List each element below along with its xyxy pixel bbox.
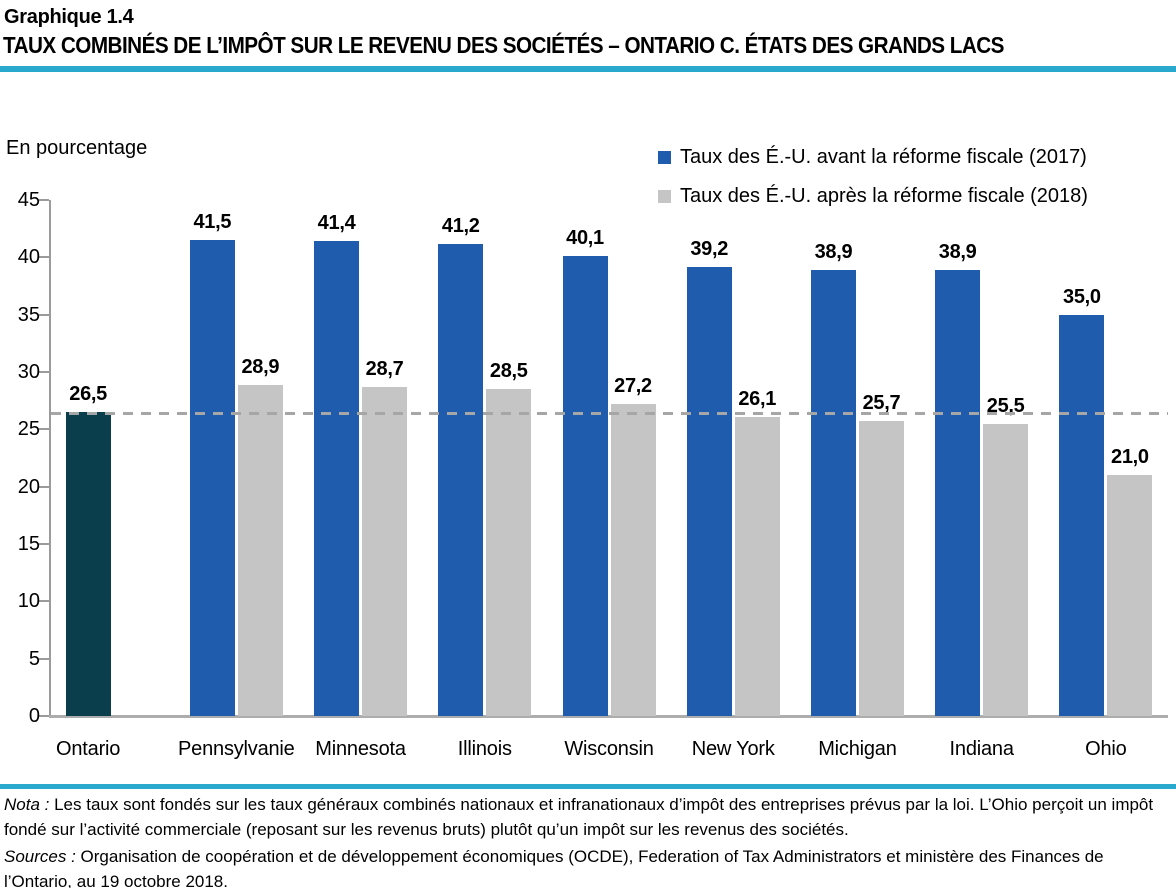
x-axis-category-label: Illinois (457, 738, 512, 760)
bar-ontario-value-label: 26,5 (69, 383, 107, 406)
sources-text: Organisation de coopération et de dévelo… (4, 847, 1104, 888)
y-axis-tick (39, 371, 49, 373)
y-axis-tick (39, 199, 49, 201)
bar-2017-michigan (810, 269, 856, 716)
y-axis-tick (39, 485, 49, 488)
y-axis-tick (39, 600, 49, 603)
x-axis-category-label: New York (691, 738, 775, 760)
y-axis-tick-label: 40 (17, 246, 40, 269)
sources-paragraph: Sources : Organisation de coopération et… (4, 844, 1172, 888)
bar-2018-new-york-value-label: 26,1 (738, 387, 777, 410)
legend-item-2018: Taux des É.-U. après la réforme fiscale … (658, 183, 1088, 209)
bar-2017-wisconsin (562, 256, 608, 716)
figure-number: Graphique 1.4 (4, 6, 134, 28)
legend: Taux des É.-U. avant la réforme fiscale … (658, 144, 1088, 222)
bar-2017-pennsylvanie-value-label: 41,5 (193, 211, 232, 234)
legend-label-2017: Taux des É.-U. avant la réforme fiscale … (680, 145, 1087, 168)
bar-2017-ohio-value-label: 35,0 (1063, 285, 1101, 308)
bar-2017-michigan-value-label: 38,9 (814, 240, 853, 263)
y-axis-tick (39, 256, 49, 259)
bar-2018-wisconsin-value-label: 27,2 (614, 375, 652, 398)
y-axis-tick-label: 20 (17, 475, 40, 498)
y-axis-tick-label: 10 (17, 590, 40, 613)
y-axis-unit-label: En pourcentage (6, 137, 148, 159)
y-axis-tick-label: 30 (17, 361, 40, 383)
nota-text: Les taux sont fondés sur les taux généra… (4, 795, 1154, 839)
x-axis-category-label: Wisconsin (564, 738, 654, 760)
x-axis-category-label: Michigan (818, 738, 897, 760)
bar-2018-wisconsin (610, 404, 656, 716)
x-axis-category-label: Minnesota (315, 738, 406, 760)
y-axis-tick (39, 715, 49, 717)
bar-2018-illinois (486, 389, 532, 716)
bar-2017-ohio (1059, 314, 1105, 716)
bar-2018-indiana (983, 423, 1029, 716)
bar-2018-ohio-value-label: 21,0 (1111, 446, 1149, 469)
y-axis-tick (39, 543, 49, 545)
x-axis-category-label: Ohio (1085, 738, 1127, 760)
nota-paragraph: Nota : Les taux sont fondés sur les taux… (4, 792, 1172, 842)
plot-area: 0 5 10 15 20 25 30 35 40 45 26,5 Ontario 41,5 28,9 Pen… (18, 189, 1168, 760)
bar-2017-minnesota (314, 241, 360, 716)
y-axis-tick-label: 25 (17, 418, 40, 441)
bar-2018-illinois-value-label: 28,5 (489, 360, 528, 383)
x-axis-category-label: Pennsylvanie (178, 738, 295, 760)
x-axis-line (49, 715, 1168, 718)
title-accent-rule (0, 66, 1176, 72)
y-axis-tick (39, 657, 49, 660)
legend-swatch-gray (658, 189, 671, 203)
legend-swatch-blue (658, 150, 671, 164)
bar-2018-minnesota (362, 386, 408, 716)
y-axis-tick-label: 45 (17, 189, 40, 211)
bar-2017-minnesota-value-label: 41,4 (317, 212, 356, 235)
x-axis-category-label: Ontario (56, 738, 121, 760)
y-axis-tick (39, 313, 49, 316)
bar-2018-pennsylvanie (237, 384, 283, 716)
bar-2017-illinois-value-label: 41,2 (441, 214, 480, 237)
legend-label-2018: Taux des É.-U. après la réforme fiscale … (680, 184, 1088, 207)
y-axis-tick-label: 0 (28, 705, 40, 727)
bar-2018-new-york (734, 416, 780, 716)
y-axis-tick-label: 5 (28, 647, 40, 670)
bar-2018-ohio (1107, 475, 1153, 716)
footer-accent-rule (0, 784, 1176, 789)
ontario-reference-dashed-line (51, 412, 1168, 416)
bar-2017-wisconsin-value-label: 40,1 (566, 227, 604, 250)
y-axis-line (49, 200, 51, 716)
bar-2018-indiana-value-label: 25,5 (986, 394, 1025, 417)
nota-label: Nota : (4, 795, 50, 814)
bar-2017-indiana-value-label: 38,9 (938, 240, 977, 263)
bar-2017-indiana (935, 269, 981, 716)
x-axis-category-label: Indiana (949, 738, 1014, 760)
legend-item-2017: Taux des É.-U. avant la réforme fiscale … (658, 144, 1088, 170)
sources-label: Sources : (4, 847, 76, 866)
bar-2017-new-york-value-label: 39,2 (690, 237, 729, 260)
bar-2018-pennsylvanie-value-label: 28,9 (241, 355, 280, 378)
bar-2018-michigan-value-label: 25,7 (862, 392, 901, 415)
y-axis-tick-label: 35 (17, 303, 40, 326)
bar-2017-pennsylvanie (189, 240, 235, 716)
y-axis-tick-label: 15 (17, 533, 40, 555)
y-axis-tick (39, 428, 49, 431)
bar-ontario (65, 412, 111, 716)
bar-2017-new-york (686, 266, 732, 716)
chart-title: TAUX COMBINÉS DE L’IMPÔT SUR LE REVENU D… (3, 32, 1004, 58)
bar-2017-illinois (438, 243, 484, 716)
bar-2018-minnesota-value-label: 28,7 (365, 357, 404, 380)
bar-2018-michigan (858, 421, 904, 716)
